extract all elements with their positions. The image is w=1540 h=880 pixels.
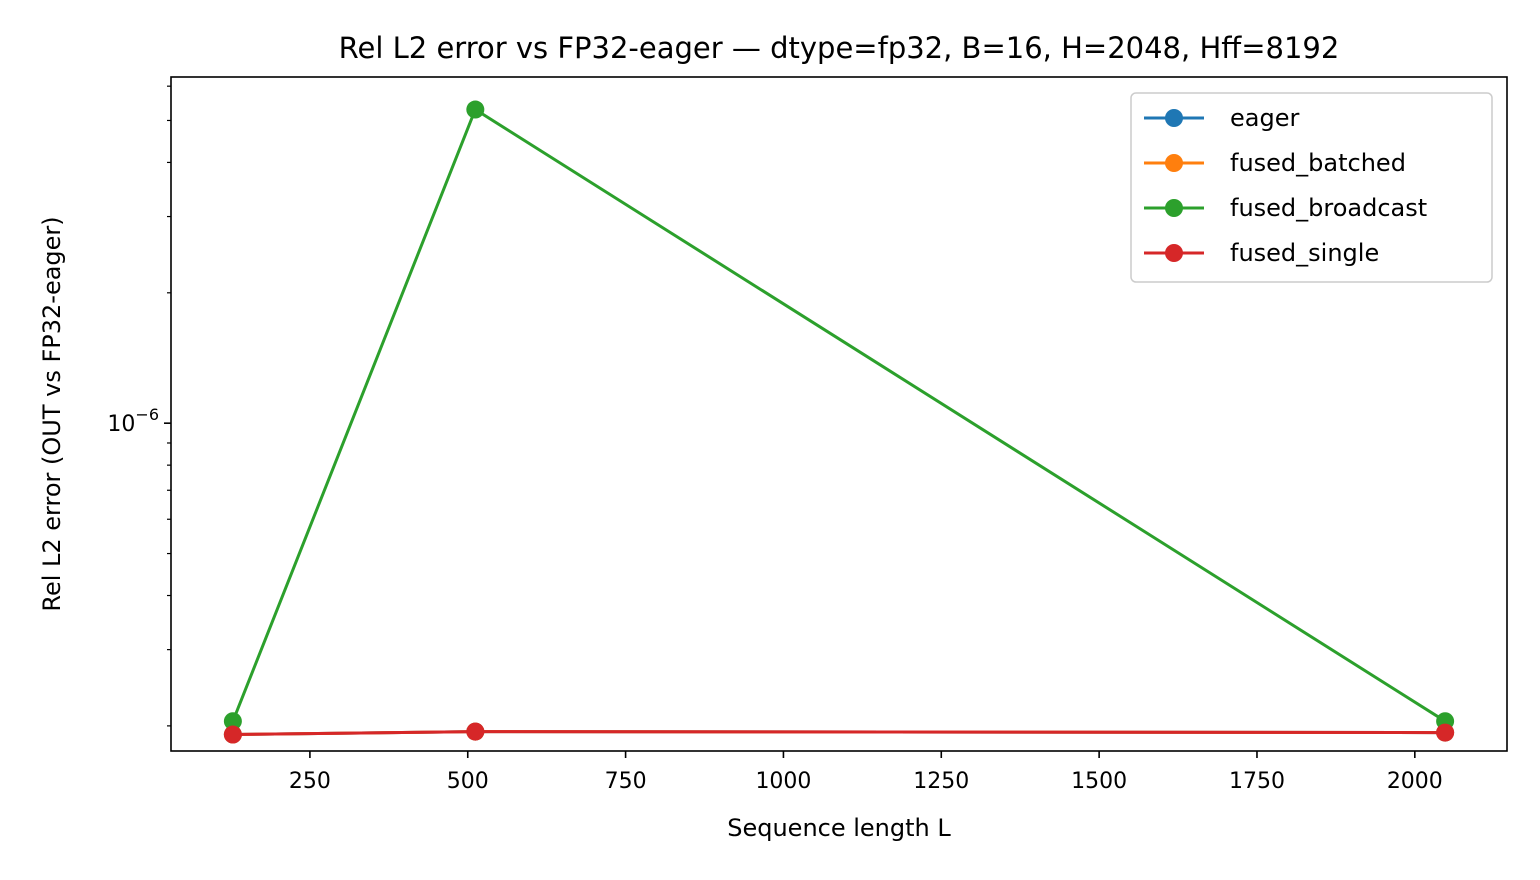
x-tick-label: 2000 bbox=[1387, 769, 1443, 794]
plot-area-frame bbox=[170, 76, 1508, 752]
x-tick-label: 500 bbox=[447, 769, 489, 794]
x-tick-label: 1750 bbox=[1229, 769, 1285, 794]
legend-marker bbox=[1165, 154, 1183, 172]
x-tick-label: 1000 bbox=[755, 769, 811, 794]
data-point bbox=[466, 722, 485, 741]
legend-item-eager: eager bbox=[1144, 104, 1299, 132]
chart-title: Rel L2 error vs FP32-eager — dtype=fp32,… bbox=[339, 31, 1340, 65]
legend-label: eager bbox=[1230, 104, 1299, 132]
x-tick-label: 250 bbox=[289, 769, 331, 794]
data-point bbox=[466, 100, 485, 119]
legend-marker bbox=[1165, 109, 1183, 127]
legend: eager fused_batched fused_broadcast fused_s… bbox=[1130, 92, 1493, 283]
legend-item-fused-batched: fused_batched bbox=[1144, 149, 1406, 177]
legend-label: fused_broadcast bbox=[1230, 194, 1427, 222]
y-axis-label: Rel L2 error (OUT vs FP32-eager) bbox=[38, 216, 66, 611]
x-tick-label: 1250 bbox=[913, 769, 969, 794]
legend-item-fused-single: fused_single bbox=[1144, 239, 1379, 267]
data-point bbox=[223, 725, 242, 744]
x-axis-label: Sequence length L bbox=[727, 814, 951, 842]
series-layer bbox=[223, 100, 1455, 744]
legend-marker bbox=[1165, 244, 1183, 262]
legend-label: fused_single bbox=[1230, 239, 1379, 267]
data-point bbox=[1436, 723, 1455, 742]
legend-label: fused_batched bbox=[1230, 149, 1406, 177]
ticks-layer: 250 500 750 1000 1250 1500 1750 2000 10−6 bbox=[107, 85, 1443, 794]
y-tick-label: 10−6 bbox=[107, 405, 159, 437]
series-fused-single bbox=[223, 722, 1455, 744]
legend-item-fused-broadcast: fused_broadcast bbox=[1144, 194, 1427, 222]
legend-marker bbox=[1165, 199, 1183, 217]
x-tick-label: 1500 bbox=[1071, 769, 1127, 794]
data-point bbox=[223, 712, 242, 731]
legend-box bbox=[1130, 92, 1493, 283]
x-tick-label: 750 bbox=[605, 769, 647, 794]
